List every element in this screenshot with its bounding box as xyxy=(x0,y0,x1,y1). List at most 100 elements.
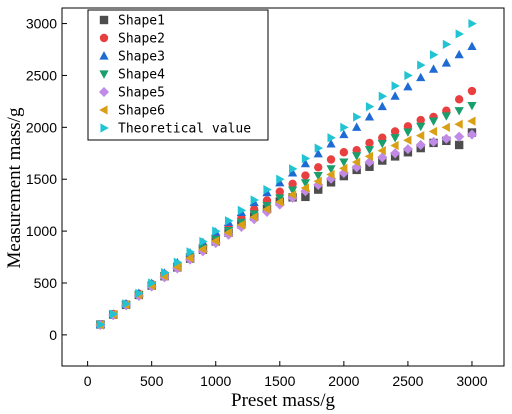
data-point xyxy=(454,49,464,59)
data-point xyxy=(441,122,450,132)
data-point xyxy=(339,163,348,173)
data-point xyxy=(313,148,323,158)
data-point xyxy=(212,226,221,236)
data-point xyxy=(262,202,272,211)
data-point xyxy=(455,29,464,39)
data-point xyxy=(263,184,272,195)
data-point xyxy=(454,107,464,116)
legend-label: Theoretical value xyxy=(118,122,251,137)
data-point xyxy=(300,183,309,193)
data-point xyxy=(467,116,476,126)
data-point xyxy=(428,126,438,137)
data-point xyxy=(390,140,399,151)
legend: Shape1 Shape2 Shape3 Shape4 Shape5 Shape6 Theo… xyxy=(87,9,269,141)
data-point xyxy=(416,72,426,82)
data-point xyxy=(378,133,387,142)
y-tick-label: 3000 xyxy=(26,16,57,32)
data-point xyxy=(236,220,245,230)
data-point xyxy=(339,158,349,167)
data-point xyxy=(365,138,374,148)
data-point xyxy=(186,247,195,257)
data-point xyxy=(327,133,336,143)
data-point xyxy=(351,157,361,167)
y-tick-label: 500 xyxy=(34,275,58,291)
x-tick-label: 1000 xyxy=(200,373,231,389)
data-point xyxy=(300,179,311,188)
legend-marker xyxy=(99,105,108,115)
data-point xyxy=(237,205,247,215)
data-point xyxy=(467,41,477,50)
series-1 xyxy=(96,128,477,329)
data-point xyxy=(352,145,361,155)
y-tick-label: 1500 xyxy=(26,171,57,187)
y-tick-label: 2000 xyxy=(26,119,57,135)
data-point xyxy=(467,101,477,111)
data-point xyxy=(364,151,374,162)
data-point xyxy=(326,169,335,180)
plot-frame xyxy=(61,7,505,367)
data-point xyxy=(301,153,311,164)
y-tick-label: 1000 xyxy=(26,223,57,239)
legend-marker xyxy=(100,123,109,133)
series-7 xyxy=(96,18,477,330)
data-point xyxy=(441,133,452,144)
data-point xyxy=(428,136,439,147)
data-point xyxy=(454,140,464,150)
x-axis: 0 500 1000 1500 2000 2500 3000 xyxy=(84,361,488,389)
data-point xyxy=(198,244,207,254)
data-point xyxy=(122,299,131,309)
data-point xyxy=(339,129,349,139)
data-point xyxy=(173,257,183,267)
data-point xyxy=(249,212,258,222)
data-point xyxy=(442,39,452,49)
legend-marker xyxy=(99,51,109,60)
legend-box xyxy=(87,9,269,141)
data-point xyxy=(339,148,349,157)
data-point xyxy=(314,143,324,153)
data-point xyxy=(377,101,387,111)
data-point xyxy=(441,112,451,121)
y-tick-label: 2500 xyxy=(26,67,57,83)
data-point xyxy=(301,171,310,180)
data-point xyxy=(340,122,349,132)
legend-label: Shape6 xyxy=(118,104,165,119)
data-point xyxy=(353,112,362,122)
x-tick-label: 1500 xyxy=(264,373,295,389)
x-tick-label: 0 xyxy=(84,373,92,389)
data-point xyxy=(391,81,400,91)
series-6 xyxy=(95,116,476,330)
data-point xyxy=(275,187,284,196)
data-point xyxy=(417,60,426,70)
data-point xyxy=(288,179,297,189)
data-point xyxy=(314,163,323,172)
data-point xyxy=(274,197,284,207)
x-tick-label: 2000 xyxy=(328,373,359,389)
data-point xyxy=(276,174,285,184)
data-point xyxy=(390,148,401,159)
data-point xyxy=(377,139,387,149)
data-point xyxy=(415,131,425,141)
data-points xyxy=(95,18,478,331)
y-axis-title: Measurement mass/g xyxy=(4,107,25,268)
data-point xyxy=(160,267,170,278)
data-point xyxy=(403,82,413,91)
data-point xyxy=(96,319,106,330)
data-point xyxy=(287,186,298,195)
data-point xyxy=(390,127,400,136)
data-point xyxy=(172,262,181,272)
data-point xyxy=(416,115,425,125)
data-point xyxy=(428,64,439,73)
data-point xyxy=(404,70,413,81)
data-point xyxy=(364,146,375,155)
y-axis: 0 500 1000 1500 2000 2500 3000 xyxy=(26,16,67,343)
data-point xyxy=(135,288,144,298)
series-5 xyxy=(95,129,478,331)
data-point xyxy=(402,144,413,155)
data-point xyxy=(326,155,336,164)
data-point xyxy=(441,58,451,67)
data-point xyxy=(377,146,386,156)
data-point xyxy=(300,186,311,197)
data-point xyxy=(313,176,322,186)
data-point xyxy=(326,139,336,148)
data-point xyxy=(428,117,439,126)
